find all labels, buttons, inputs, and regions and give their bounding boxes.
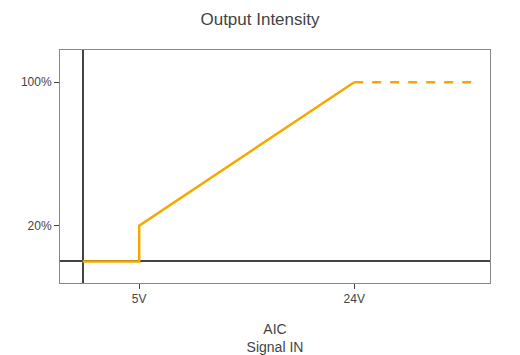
svg-text:24V: 24V — [344, 292, 365, 306]
svg-text:AICSignal IN: AICSignal IN — [247, 321, 304, 355]
svg-text:100%: 100% — [21, 75, 52, 89]
svg-text:5V: 5V — [132, 292, 147, 306]
svg-text:Output Intensity: Output Intensity — [200, 10, 320, 29]
svg-text:20%: 20% — [28, 219, 52, 233]
